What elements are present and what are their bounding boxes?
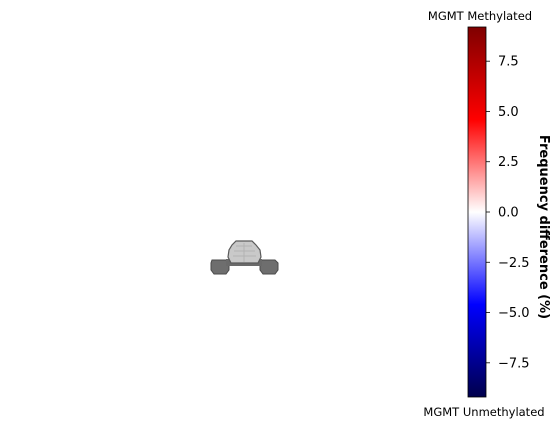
colorbar-tick-label: −2.5 xyxy=(498,256,530,271)
colorbar-tick-label: 5.0 xyxy=(498,105,519,120)
brain-slice-image xyxy=(210,240,279,275)
colorbar-tick-label: −7.5 xyxy=(498,356,530,371)
brain-lobe-right xyxy=(259,259,279,275)
colorbar-tick-label: 0.0 xyxy=(498,206,519,221)
colorbar-tick-label: −5.0 xyxy=(498,306,530,321)
colorbar-axis-label: Frequency difference (%) xyxy=(536,135,551,319)
colorbar-bottom-label: MGMT Unmethylated xyxy=(423,405,544,419)
colorbar: −7.5 −5.0 −2.5 0.0 2.5 5.0 7.5 MGMT Methylated… xyxy=(423,9,551,419)
colorbar-tick-label: 7.5 xyxy=(498,55,519,70)
colorbar-tick-label: 2.5 xyxy=(498,155,519,170)
brain-center-texture xyxy=(233,243,256,262)
colorbar-top-label: MGMT Methylated xyxy=(428,9,532,23)
colorbar-gradient xyxy=(467,26,487,398)
colorbar-ticks: −7.5 −5.0 −2.5 0.0 2.5 5.0 7.5 xyxy=(486,55,530,371)
